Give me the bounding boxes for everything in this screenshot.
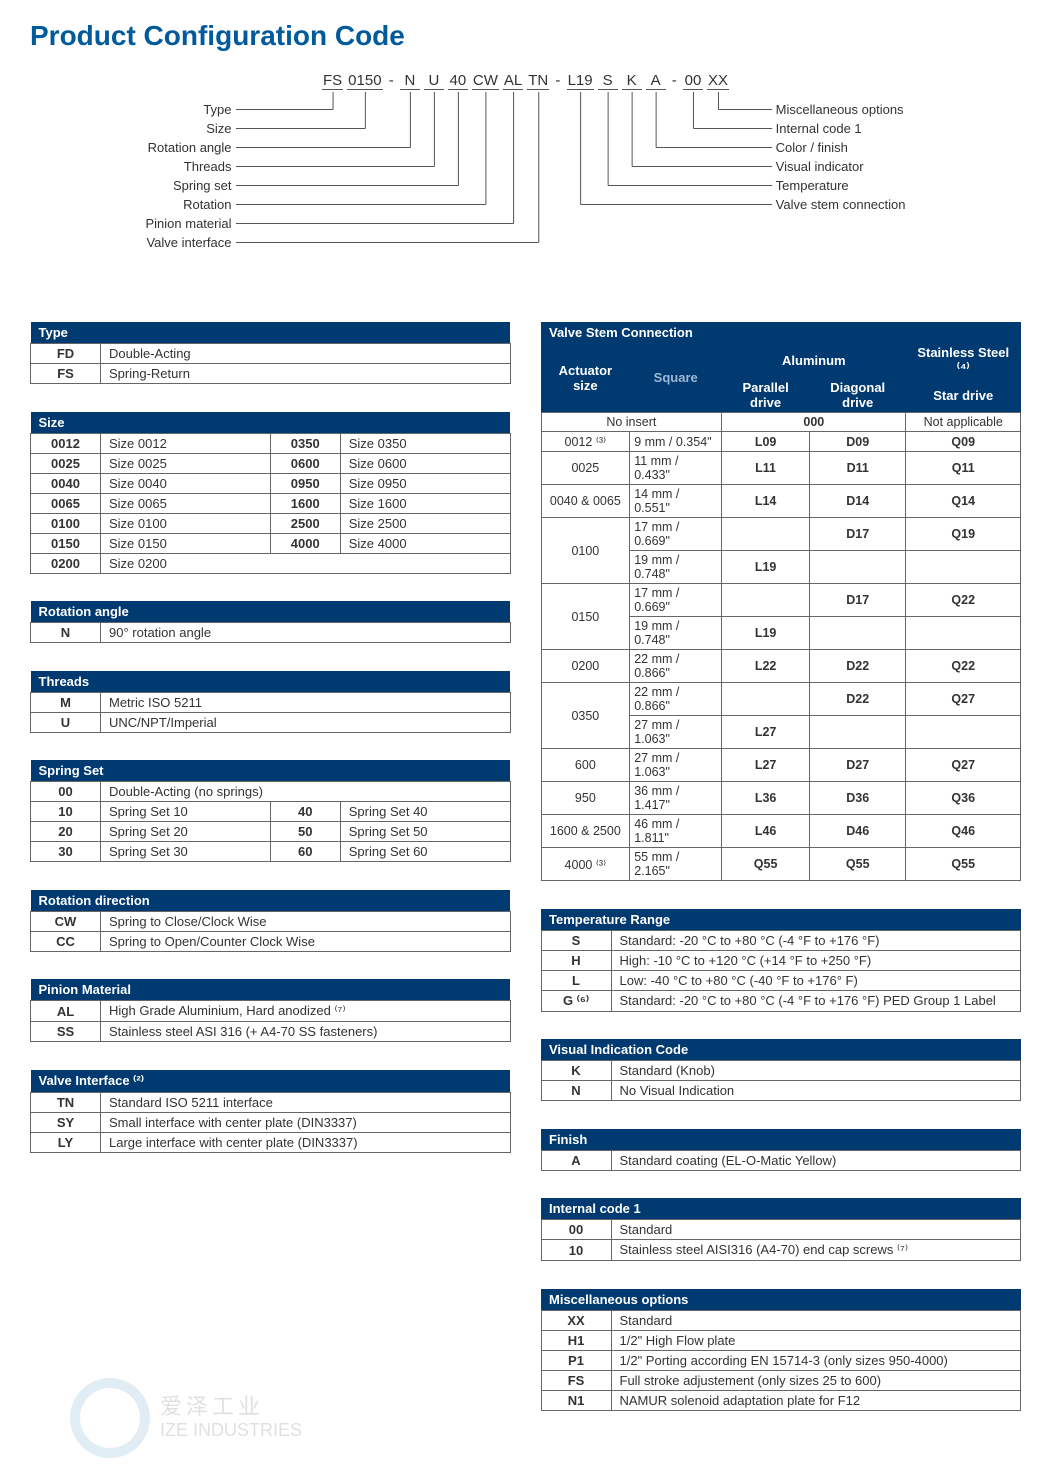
left-label-0: Type <box>146 100 232 119</box>
table-spring-set: Spring Set00Double-Acting (no springs)10… <box>30 760 511 876</box>
code-seg-16: XX <box>707 72 729 90</box>
left-label-2: Rotation angle <box>146 138 232 157</box>
left-label-6: Pinion material <box>146 214 232 233</box>
left-column: TypeFDDouble-ActingFSSpring-Return Size00… <box>30 322 511 1438</box>
code-seg-15: 00 <box>683 72 703 90</box>
right-label-4: Temperature <box>776 176 906 195</box>
code-seg-11: S <box>598 72 618 90</box>
code-seg-1: 0150 <box>347 72 382 90</box>
left-label-5: Rotation <box>146 195 232 214</box>
table-rotation-angle: Rotation angleN90° rotation angle <box>30 601 511 657</box>
table-rotation-direction: Rotation directionCWSpring to Close/Cloc… <box>30 890 511 966</box>
table-valve-interface-: Valve Interface ⁽²⁾TNStandard ISO 5211 i… <box>30 1070 511 1167</box>
table-size: Size0012Size 00120350Size 03500025Size 0… <box>30 412 511 588</box>
right-column: Valve Stem ConnectionActuator sizeSquare… <box>541 322 1022 1438</box>
right-labels: Miscellaneous optionsInternal code 1Colo… <box>776 100 906 214</box>
right-label-3: Visual indicator <box>776 157 906 176</box>
left-label-7: Valve interface <box>146 233 232 252</box>
code-seg-6: CW <box>472 72 499 90</box>
code-string: FS0150 - NU40CWALTN - L19SKA - 00XX <box>146 72 906 90</box>
code-seg-0: FS <box>322 72 343 90</box>
config-code-diagram: FS0150 - NU40CWALTN - L19SKA - 00XX Type… <box>146 72 906 292</box>
code-seg-7: AL <box>503 72 523 90</box>
table-threads: ThreadsMMetric ISO 5211UUNC/NPT/Imperial <box>30 671 511 747</box>
code-seg-8: TN <box>527 72 549 90</box>
table-valve-stem-connection: Valve Stem ConnectionActuator sizeSquare… <box>541 322 1022 895</box>
right-label-0: Miscellaneous options <box>776 100 906 119</box>
table-temperature-range: Temperature RangeSStandard: -20 °C to +8… <box>541 909 1022 1026</box>
left-label-4: Spring set <box>146 176 232 195</box>
right-label-5: Valve stem connection <box>776 195 906 214</box>
table-finish: FinishAStandard coating (EL-O-Matic Yell… <box>541 1129 1022 1185</box>
table-internal-code-1: Internal code 100Standard10Stainless ste… <box>541 1198 1022 1275</box>
right-label-1: Internal code 1 <box>776 119 906 138</box>
left-label-1: Size <box>146 119 232 138</box>
table-visual-indication-code: Visual Indication CodeKStandard (Knob)NN… <box>541 1039 1022 1115</box>
table-miscellaneous-options: Miscellaneous optionsXXStandardH11/2" Hi… <box>541 1289 1022 1425</box>
code-seg-12: K <box>622 72 642 90</box>
code-seg-10: L19 <box>567 72 594 90</box>
code-seg-4: U <box>424 72 444 90</box>
table-pinion-material: Pinion MaterialALHigh Grade Aluminium, H… <box>30 979 511 1056</box>
left-labels: TypeSizeRotation angleThreadsSpring setR… <box>146 100 232 252</box>
code-seg-13: A <box>646 72 666 90</box>
page-title: Product Configuration Code <box>30 20 1021 52</box>
code-seg-5: 40 <box>448 72 468 90</box>
right-label-2: Color / finish <box>776 138 906 157</box>
left-label-3: Threads <box>146 157 232 176</box>
code-seg-3: N <box>400 72 420 90</box>
table-type: TypeFDDouble-ActingFSSpring-Return <box>30 322 511 398</box>
